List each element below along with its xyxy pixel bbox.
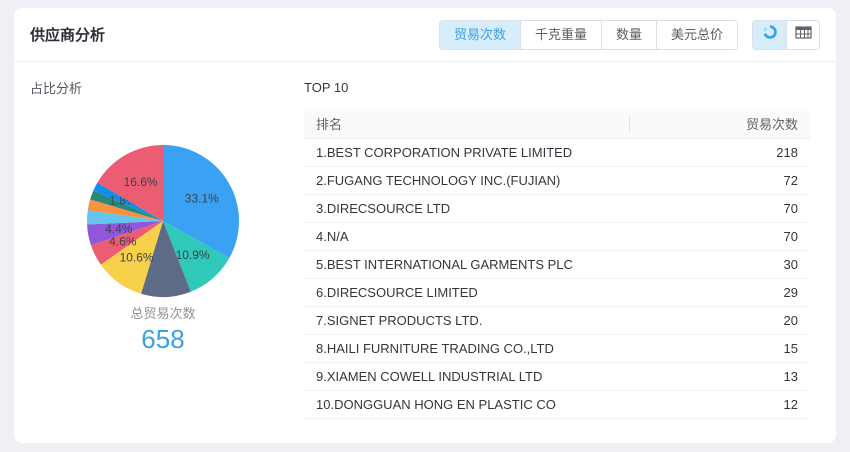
top10-title: TOP 10	[304, 80, 349, 95]
metric-tab-1[interactable]: 千克重量	[519, 20, 601, 49]
pie-slice-0[interactable]	[163, 145, 239, 259]
rank-cell: 4.N/A	[316, 229, 349, 244]
panel-title: 供应商分析	[30, 27, 106, 44]
rank-column-header: 排名	[304, 114, 630, 133]
table-icon	[794, 25, 812, 45]
value-cell: 218	[776, 145, 798, 160]
pie-slice-3[interactable]	[100, 221, 163, 294]
pie-slice-1[interactable]	[163, 221, 230, 292]
pie-slice-label: 10.9%	[176, 248, 210, 262]
pie-slice-7[interactable]	[87, 199, 163, 221]
table-row: 5.BEST INTERNATIONAL GARMENTS PLC 30	[304, 251, 810, 279]
pie-slice-9[interactable]	[93, 182, 163, 221]
value-cell: 30	[783, 257, 798, 272]
value-cell: 70	[783, 229, 798, 244]
table-row: 1.BEST CORPORATION PRIVATE LIMITED 218	[304, 139, 810, 167]
value-cell: 29	[783, 285, 798, 300]
view-toggle-group	[752, 19, 820, 50]
value-cell: 20	[783, 313, 798, 328]
value-cell: 72	[783, 173, 798, 188]
proportion-pie-chart: 33.1%10.9%10.6%4.6%4.4%1.8%16.6%	[87, 145, 239, 297]
rank-cell: 1.BEST CORPORATION PRIVATE LIMITED	[316, 145, 573, 160]
value-cell: 12	[783, 397, 798, 412]
table-row: 10.DONGGUAN HONG EN PLASTIC CO 12	[304, 391, 810, 419]
pie-slice-8[interactable]	[90, 190, 163, 221]
header-controls: 贸易次数 千克重量 数量 美元总价	[438, 19, 820, 50]
value-cell: 15	[783, 341, 798, 356]
proportion-title: 占比分析	[30, 81, 83, 96]
table-row: 6.DIRECSOURCE LIMITED 29	[304, 279, 810, 307]
pie-chart-area: 33.1% 10.9% 10.6% 4.6% 4.4% 1.8% 16.6% 总贸易次数 6…	[30, 143, 296, 355]
top10-section: TOP 10 排名 贸易次数 1.BEST CORPORATION PRIVAT…	[290, 62, 836, 443]
panel-body: 占比分析 33.1% 10.9% 10.6% 4.6% 4.4% 1.8% 16.6% 总贸…	[14, 62, 836, 443]
pie-slice-10[interactable]	[97, 145, 163, 221]
pie-chart-icon	[762, 24, 778, 45]
supplier-analysis-panel: 供应商分析 贸易次数 千克重量 数量 美元总价	[14, 8, 836, 443]
proportion-section: 占比分析 33.1% 10.9% 10.6% 4.6% 4.4% 1.8% 16.6% 总贸…	[14, 62, 290, 443]
table-row: 4.N/A 70	[304, 223, 810, 251]
pie-slice-label: 4.4%	[105, 222, 133, 236]
table-body: 1.BEST CORPORATION PRIVATE LIMITED 218 2.F…	[304, 139, 810, 419]
rank-cell: 10.DONGGUAN HONG EN PLASTIC CO	[316, 397, 556, 412]
table-row: 3.DIRECSOURCE LTD 70	[304, 195, 810, 223]
rank-cell: 9.XIAMEN COWELL INDUSTRIAL LTD	[316, 369, 543, 384]
pie-slice-label: 16.6%	[124, 175, 158, 189]
rank-cell: 6.DIRECSOURCE LIMITED	[316, 285, 478, 300]
rank-cell: 2.FUGANG TECHNOLOGY INC.(FUJIAN)	[316, 173, 561, 188]
pie-slice-label: 4.6%	[109, 234, 137, 248]
pie-slice-label: 33.1%	[185, 191, 219, 205]
rank-cell: 8.HAILI FURNITURE TRADING CO.,LTD	[316, 341, 554, 356]
metric-tab-3[interactable]: 美元总价	[655, 20, 737, 49]
pie-slice-5[interactable]	[87, 221, 163, 246]
value-column-header: 贸易次数	[745, 117, 798, 132]
rank-cell: 5.BEST INTERNATIONAL GARMENTS PLC	[316, 257, 573, 272]
table-row: 9.XIAMEN COWELL INDUSTRIAL LTD 13	[304, 363, 810, 391]
panel-header: 供应商分析 贸易次数 千克重量 数量 美元总价	[14, 8, 836, 62]
table-row: 8.HAILI FURNITURE TRADING CO.,LTD 15	[304, 335, 810, 363]
top10-table: 排名 贸易次数 1.BEST CORPORATION PRIVATE LIMIT…	[304, 109, 810, 419]
metric-tab-0[interactable]: 贸易次数	[439, 20, 520, 49]
pie-slice-6[interactable]	[87, 210, 163, 225]
value-cell: 13	[783, 369, 798, 384]
pie-slice-2[interactable]	[141, 221, 191, 297]
table-header-row: 排名 贸易次数	[304, 109, 810, 139]
rank-cell: 7.SIGNET PRODUCTS LTD.	[316, 313, 483, 328]
table-row: 2.FUGANG TECHNOLOGY INC.(FUJIAN) 72	[304, 167, 810, 195]
rank-cell: 3.DIRECSOURCE LTD	[316, 201, 451, 216]
metric-tab-2[interactable]: 数量	[600, 20, 656, 49]
total-trades-label: 总贸易次数	[130, 306, 196, 321]
pie-slice-4[interactable]	[90, 221, 163, 265]
value-cell: 70	[783, 201, 798, 216]
pie-slice-label: 10.6%	[120, 251, 154, 265]
table-view-toggle[interactable]	[786, 20, 819, 49]
total-trades-value: 658	[141, 324, 185, 354]
table-row: 7.SIGNET PRODUCTS LTD. 20	[304, 307, 810, 335]
chart-view-toggle[interactable]	[753, 20, 786, 49]
metric-tab-group: 贸易次数 千克重量 数量 美元总价	[438, 19, 738, 50]
